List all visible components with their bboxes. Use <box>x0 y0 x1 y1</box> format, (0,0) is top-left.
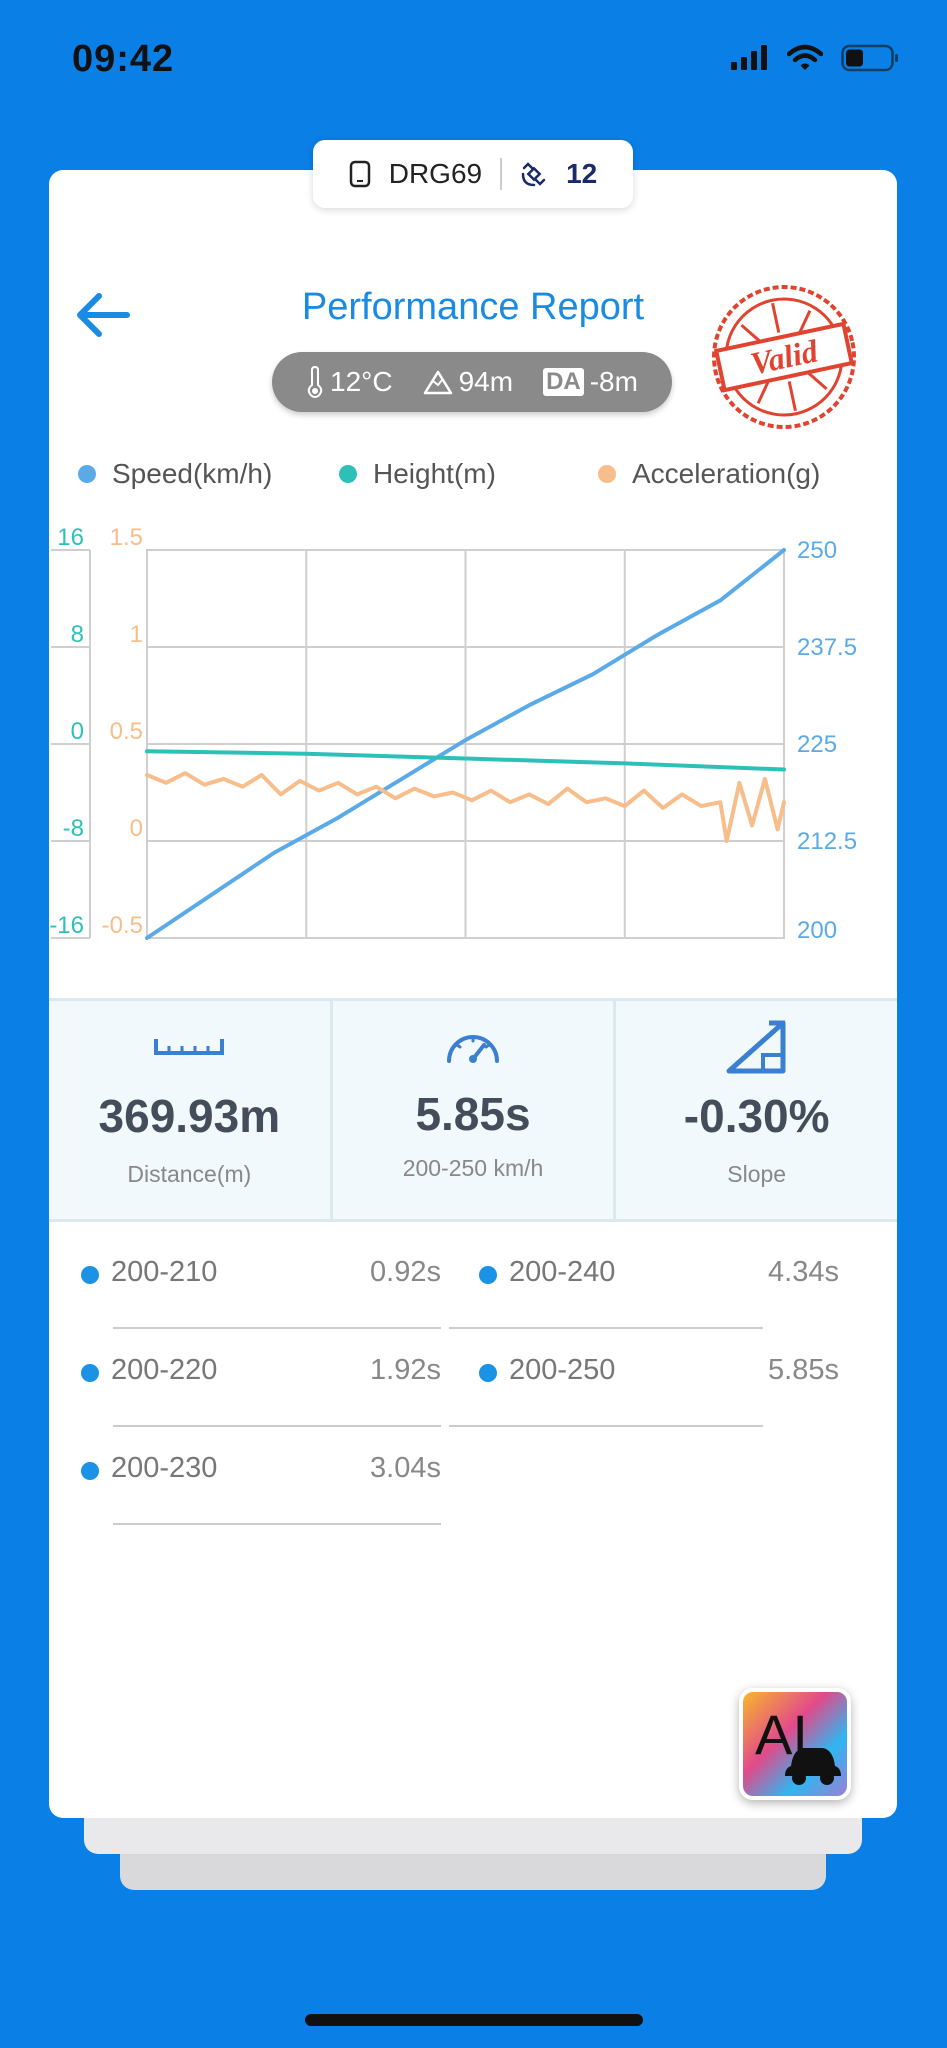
slope-label: Slope <box>727 1161 787 1187</box>
distance-label: Distance(m) <box>127 1161 252 1187</box>
distance-value: 369.93m <box>98 1090 281 1142</box>
split-range: 200-210 <box>111 1256 218 1288</box>
split-time: 3.04s <box>370 1452 441 1484</box>
slope-icon <box>726 1020 786 1074</box>
altitude-value: 94m <box>458 366 514 397</box>
chart-ticks: 16 8 0 -8 -16 1.5 1 0.5 0 -0.5 250 237.5 225 212.5 200 <box>49 524 857 944</box>
acceleration-tick-label: 0 <box>130 815 143 842</box>
split-200-240: 200-240 4.34s <box>449 1230 839 1329</box>
left-tick-label: 8 <box>71 621 84 648</box>
left-tick-label: 16 <box>57 524 84 551</box>
slope-value: -0.30% <box>683 1090 830 1142</box>
split-range: 200-230 <box>111 1452 218 1484</box>
speed-series-line <box>145 548 786 940</box>
status-icons <box>729 44 899 72</box>
legend-label-acceleration: Acceleration(g) <box>632 458 821 489</box>
left-tick-label: -8 <box>63 815 84 842</box>
da-badge: DA <box>543 368 584 396</box>
thermometer-icon <box>307 366 323 398</box>
right-tick-label: 200 <box>797 917 837 944</box>
legend-label-speed: Speed(km/h) <box>112 458 273 489</box>
split-range: 200-250 <box>509 1354 616 1386</box>
left-tick-label: 0 <box>71 718 84 745</box>
chart-grid <box>51 549 785 939</box>
car-icon <box>785 1748 841 1785</box>
split-200-210: 200-210 0.92s <box>81 1230 441 1329</box>
acceleration-tick-label: 0.5 <box>110 718 143 745</box>
split-dot <box>479 1266 497 1284</box>
conditions-pill: 12°C 94m DA -8m <box>272 352 672 412</box>
stat-slope: -0.30% Slope <box>613 1001 897 1219</box>
wifi-icon <box>787 44 823 70</box>
split-200-220: 200-220 1.92s <box>81 1328 441 1427</box>
split-time: 4.34s <box>768 1256 839 1288</box>
split-200-230: 200-230 3.04s <box>81 1426 441 1525</box>
split-time: 5.85s <box>768 1354 839 1386</box>
legend-speed[interactable]: Speed(km/h) <box>78 458 272 490</box>
acceleration-tick-label: -0.5 <box>102 912 143 939</box>
time-label: 200-250 km/h <box>402 1155 544 1181</box>
stats-panel: 369.93m Distance(m) 5.85s 200-250 km/h -… <box>49 998 897 1222</box>
split-dot <box>479 1364 497 1382</box>
acceleration-tick-label: 1.5 <box>110 524 143 551</box>
page-title: Performance Report <box>301 286 645 328</box>
speedometer-icon <box>447 1035 499 1063</box>
valid-stamp-icon: Valid <box>712 285 856 429</box>
satellite-icon <box>521 162 546 187</box>
time-value: 5.85s <box>415 1088 531 1140</box>
acceleration-tick-label: 1 <box>130 621 143 648</box>
split-dot <box>81 1266 99 1284</box>
altitude-item: 94m <box>423 366 513 398</box>
split-divider <box>449 1327 763 1329</box>
back-arrow-icon[interactable] <box>69 282 135 348</box>
split-time: 1.92s <box>370 1354 441 1386</box>
device-pill[interactable]: DRG69 12 <box>313 140 633 208</box>
home-indicator[interactable] <box>305 2014 643 2026</box>
stat-distance: 369.93m Distance(m) <box>49 1001 330 1219</box>
split-divider <box>113 1425 441 1427</box>
right-tick-label: 237.5 <box>797 634 857 661</box>
split-dot <box>81 1462 99 1480</box>
status-bar: 09:42 <box>0 0 947 120</box>
legend-dot-height <box>339 465 357 483</box>
legend-label-height: Height(m) <box>373 458 496 489</box>
temperature-item: 12°C <box>306 366 393 398</box>
device-icon <box>349 160 370 188</box>
right-tick-label: 250 <box>797 537 837 564</box>
report-card: Performance Report 12°C 94m DA -8m <box>49 170 897 1818</box>
split-range: 200-240 <box>509 1256 616 1288</box>
cellular-signal-icon <box>731 45 767 70</box>
chart-lines <box>145 548 786 940</box>
legend-dot-speed <box>78 465 96 483</box>
performance-chart: 16 8 0 -8 -16 1.5 1 0.5 0 -0.5 250 237.5 225 212.5 200 <box>49 524 857 944</box>
status-time: 09:42 <box>72 38 175 80</box>
legend-acceleration[interactable]: Acceleration(g) <box>598 458 820 490</box>
right-tick-label: 212.5 <box>797 828 857 855</box>
ruler-icon <box>154 1039 225 1055</box>
stat-time: 5.85s 200-250 km/h <box>329 1001 614 1219</box>
device-name: DRG69 <box>388 158 483 189</box>
split-divider <box>113 1523 441 1525</box>
battery-icon <box>841 44 898 72</box>
right-tick-label: 225 <box>797 731 837 758</box>
density-altitude-item: DA -8m <box>543 366 638 398</box>
legend-height[interactable]: Height(m) <box>339 458 496 490</box>
satellite-count: 12 <box>566 158 598 189</box>
split-time: 0.92s <box>370 1256 441 1288</box>
height-series-line <box>145 749 786 772</box>
split-200-250: 200-250 5.85s <box>449 1328 839 1427</box>
chart-legend: Speed(km/h) Height(m) Acceleration(g) <box>49 458 897 498</box>
mountain-icon <box>423 370 452 395</box>
divider <box>500 158 503 190</box>
split-divider <box>113 1327 441 1329</box>
split-range: 200-220 <box>111 1354 218 1386</box>
acceleration-series-line <box>145 771 786 843</box>
density-altitude-value: -8m <box>589 366 638 397</box>
left-tick-label: -16 <box>49 912 84 939</box>
ai-assistant-button[interactable]: AI <box>739 1688 851 1800</box>
legend-dot-acceleration <box>598 465 616 483</box>
split-dot <box>81 1364 99 1382</box>
temperature-value: 12°C <box>330 366 393 397</box>
split-divider <box>449 1425 763 1427</box>
